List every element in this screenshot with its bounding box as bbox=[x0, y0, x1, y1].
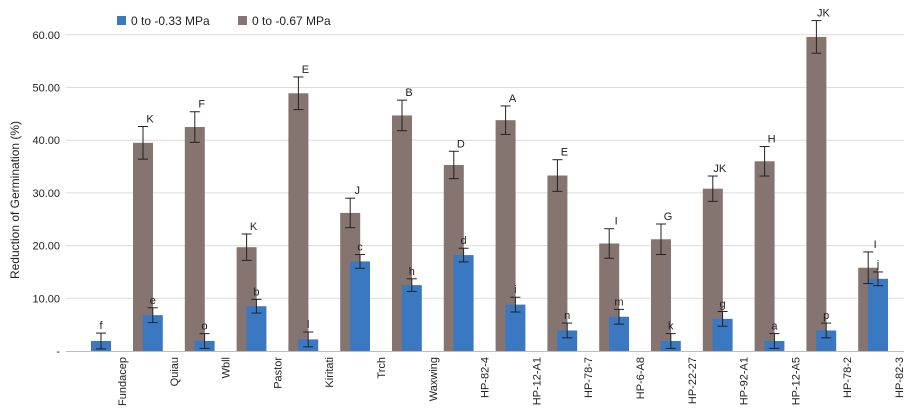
significance-letter: K bbox=[250, 221, 258, 233]
bar bbox=[806, 36, 827, 352]
x-tick-label: HP-78-7 bbox=[583, 357, 595, 398]
x-tick-label: Pastor bbox=[272, 357, 284, 389]
y-tick-label: 60.00 bbox=[32, 30, 60, 42]
y-tick-label: 20.00 bbox=[32, 241, 60, 253]
significance-letter: JK bbox=[817, 8, 831, 20]
bar bbox=[350, 261, 370, 351]
x-tick-label: HP-12-A5 bbox=[790, 357, 802, 405]
significance-letter: i bbox=[514, 284, 516, 296]
bar bbox=[246, 306, 267, 351]
x-tick-label: HP-78-2 bbox=[842, 357, 854, 398]
significance-letter: m bbox=[614, 296, 623, 308]
bar bbox=[453, 255, 474, 351]
x-tick-label: HP-92-A1 bbox=[739, 357, 751, 405]
significance-letter: d bbox=[461, 235, 467, 247]
significance-letter: b bbox=[253, 286, 259, 298]
x-tick-label: Fundacep bbox=[117, 357, 129, 406]
significance-letter: j bbox=[876, 259, 879, 271]
legend-swatch-series-2 bbox=[238, 16, 247, 25]
significance-letter: F bbox=[198, 99, 205, 111]
bar bbox=[702, 188, 723, 351]
bar bbox=[288, 93, 309, 351]
bars bbox=[91, 36, 888, 352]
x-tick-label: HP-22-27 bbox=[687, 357, 699, 404]
legend-label-series-2: 0 to -0.67 MPa bbox=[252, 14, 331, 28]
bar bbox=[651, 239, 671, 351]
y-tick-label: 40.00 bbox=[32, 135, 60, 147]
bar bbox=[557, 330, 578, 351]
significance-letter: G bbox=[664, 211, 673, 223]
significance-letter: E bbox=[561, 147, 568, 159]
x-tick-label: Waxwing bbox=[428, 357, 440, 401]
significance-letter: JK bbox=[713, 163, 727, 175]
y-axis-title: Reduction of Germination (%) bbox=[8, 121, 22, 279]
x-tick-label: HP-82-3 bbox=[894, 357, 904, 398]
x-tick-label: Kiritati bbox=[324, 357, 336, 388]
x-tick-label: HP-12-A1 bbox=[531, 357, 543, 405]
bar bbox=[505, 304, 526, 351]
significance-letter: n bbox=[564, 310, 570, 322]
y-axis-ticks: - 10.00 20.00 30.00 40.00 50.00 60.00 bbox=[32, 30, 60, 358]
x-axis-labels: Fundacep Quiau Wbll Pastor Kiritati Trch Waxwi… bbox=[117, 357, 904, 406]
significance-letter: A bbox=[509, 93, 517, 105]
y-tick-label: 10.00 bbox=[32, 293, 60, 305]
significance-letter: h bbox=[409, 266, 415, 278]
significance-letter: E bbox=[302, 64, 309, 76]
x-tick-label: Trch bbox=[376, 357, 388, 379]
significance-letter: c bbox=[357, 242, 363, 254]
bar bbox=[712, 318, 733, 351]
bar bbox=[547, 175, 568, 351]
bar bbox=[868, 278, 888, 351]
legend-swatch-series-1 bbox=[117, 16, 126, 25]
significance-letter: B bbox=[405, 87, 412, 99]
x-tick-label: Wbll bbox=[221, 357, 233, 378]
bar bbox=[142, 315, 163, 351]
significance-letter: a bbox=[771, 321, 778, 333]
bar bbox=[754, 161, 775, 351]
significance-letter: I bbox=[874, 239, 877, 251]
x-tick-label: HP-6-A8 bbox=[635, 357, 647, 399]
significance-letter: K bbox=[146, 113, 154, 125]
bar bbox=[609, 316, 629, 351]
bar bbox=[401, 285, 422, 351]
significance-letter: f bbox=[99, 320, 103, 332]
bar bbox=[133, 142, 153, 351]
bar bbox=[184, 127, 205, 352]
legend-label-series-1: 0 to -0.33 MPa bbox=[131, 14, 210, 28]
bar bbox=[495, 120, 516, 351]
significance-letter: e bbox=[150, 295, 156, 307]
significance-letter: k bbox=[668, 321, 674, 333]
error-bars bbox=[96, 20, 883, 350]
significance-letter: J bbox=[354, 185, 360, 197]
significance-letter: H bbox=[768, 134, 776, 146]
significance-letter: p bbox=[823, 310, 829, 322]
x-tick-label: HP-82-4 bbox=[480, 357, 492, 398]
bar bbox=[816, 330, 837, 351]
significance-letter: g bbox=[720, 298, 726, 310]
y-tick-label: 50.00 bbox=[32, 83, 60, 95]
y-tick-label: - bbox=[56, 346, 60, 358]
x-tick-label: Quiau bbox=[169, 357, 181, 386]
y-tick-label: 30.00 bbox=[32, 188, 60, 200]
legend: 0 to -0.33 MPa 0 to -0.67 MPa bbox=[117, 14, 331, 28]
significance-letter: l bbox=[307, 319, 309, 331]
significance-letter: o bbox=[202, 321, 208, 333]
significance-letter: I bbox=[615, 216, 618, 228]
significance-letters: fKeFoKbElJcBhDdAiEnImGkJKgHaJKpIjI bbox=[99, 8, 879, 333]
significance-letter: D bbox=[457, 138, 465, 150]
